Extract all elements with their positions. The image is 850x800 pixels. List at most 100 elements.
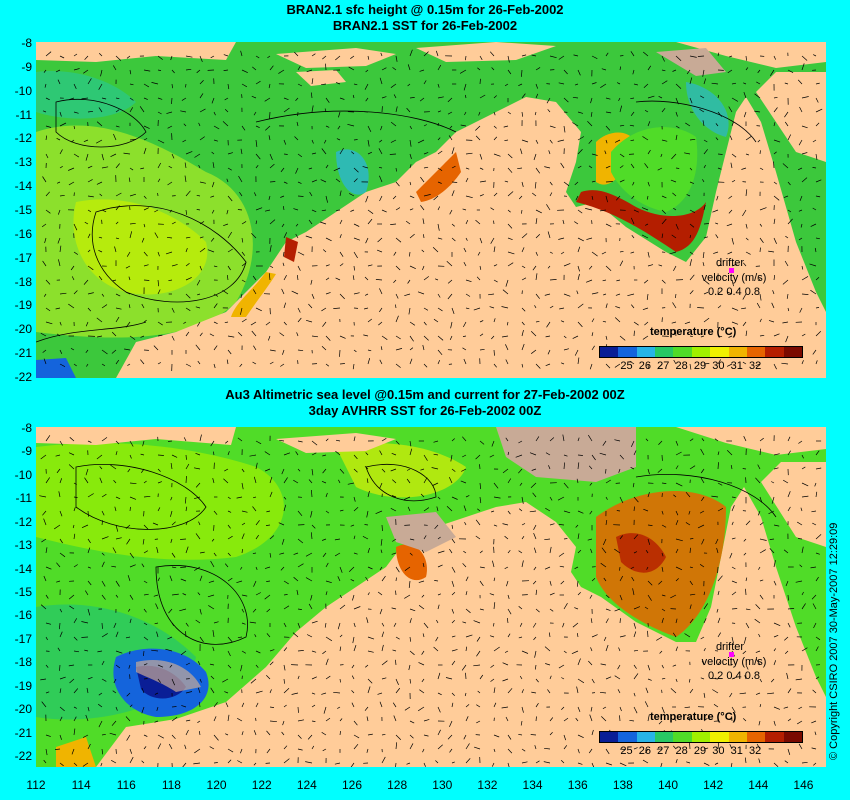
current-vector bbox=[212, 451, 215, 456]
current-vector bbox=[97, 335, 103, 338]
current-vector bbox=[171, 566, 177, 569]
current-vector bbox=[689, 55, 697, 58]
current-vector bbox=[815, 277, 820, 281]
current-vector bbox=[143, 524, 149, 530]
current-vector bbox=[686, 69, 691, 75]
current-vector bbox=[703, 692, 706, 698]
current-vector bbox=[297, 622, 301, 628]
current-vector bbox=[433, 195, 439, 201]
current-vector bbox=[493, 687, 496, 694]
current-vector bbox=[409, 552, 413, 556]
current-vector bbox=[87, 179, 93, 183]
current-vector bbox=[395, 348, 403, 351]
current-vector bbox=[605, 303, 608, 309]
current-vector bbox=[491, 67, 495, 71]
current-vector bbox=[269, 491, 273, 498]
current-vector bbox=[364, 293, 369, 296]
current-vector bbox=[675, 125, 680, 129]
current-vector bbox=[171, 552, 176, 558]
current-vector bbox=[703, 591, 706, 596]
current-vector bbox=[352, 594, 355, 601]
current-vector bbox=[409, 448, 413, 456]
current-vector bbox=[544, 566, 551, 570]
current-vector bbox=[534, 650, 537, 658]
current-vector bbox=[815, 467, 822, 470]
current-vector bbox=[310, 532, 313, 540]
current-vector bbox=[729, 552, 733, 559]
current-vector bbox=[81, 636, 89, 638]
current-vector bbox=[731, 676, 738, 680]
current-vector bbox=[311, 676, 317, 680]
current-vector bbox=[96, 181, 103, 185]
current-vector bbox=[521, 265, 526, 269]
current-vector bbox=[69, 97, 75, 100]
current-vector bbox=[199, 551, 205, 554]
current-vector bbox=[339, 566, 343, 573]
current-vector bbox=[199, 236, 204, 239]
current-vector bbox=[757, 510, 761, 516]
current-vector bbox=[185, 190, 191, 197]
current-vector bbox=[560, 362, 565, 365]
current-vector bbox=[297, 181, 302, 184]
current-vector bbox=[213, 762, 218, 764]
current-vector bbox=[266, 608, 271, 613]
current-vector bbox=[185, 521, 188, 526]
current-vector bbox=[54, 748, 61, 750]
current-vector bbox=[222, 289, 229, 295]
cape-york-land bbox=[761, 462, 826, 547]
current-vector bbox=[70, 265, 75, 271]
current-vector bbox=[283, 107, 290, 113]
current-vector bbox=[115, 580, 120, 587]
current-vector bbox=[773, 762, 779, 767]
current-vector bbox=[422, 218, 425, 225]
current-vector bbox=[379, 175, 383, 183]
current-vector bbox=[491, 335, 495, 340]
current-vector bbox=[185, 55, 193, 58]
current-vector bbox=[546, 97, 551, 104]
current-vector bbox=[673, 265, 677, 271]
current-vector bbox=[84, 649, 89, 652]
current-vector bbox=[577, 592, 581, 596]
current-vector bbox=[675, 440, 679, 446]
current-vector bbox=[782, 163, 789, 169]
current-vector bbox=[787, 69, 794, 74]
current-vector bbox=[157, 481, 163, 484]
current-vector bbox=[451, 165, 456, 169]
current-vector bbox=[282, 720, 285, 726]
current-vector bbox=[465, 495, 470, 498]
current-vector bbox=[423, 276, 430, 281]
current-vector bbox=[255, 125, 260, 129]
current-vector bbox=[493, 125, 497, 129]
current-vector bbox=[249, 621, 257, 624]
current-vector bbox=[141, 687, 145, 694]
current-vector bbox=[477, 690, 481, 694]
current-vector bbox=[311, 105, 314, 113]
x-tick-label: 122 bbox=[251, 778, 272, 792]
current-vector bbox=[451, 181, 458, 183]
current-vector bbox=[675, 167, 680, 169]
current-vector bbox=[409, 678, 412, 684]
current-vector bbox=[68, 303, 75, 309]
current-vector bbox=[255, 139, 258, 147]
current-vector bbox=[129, 97, 134, 101]
current-vector bbox=[784, 650, 789, 654]
current-vector bbox=[531, 192, 537, 197]
current-vector bbox=[56, 333, 61, 337]
current-vector bbox=[493, 646, 500, 652]
current-vector bbox=[577, 510, 584, 514]
current-vector bbox=[113, 622, 117, 629]
current-vector bbox=[297, 265, 301, 271]
current-vector bbox=[534, 305, 537, 309]
current-vector bbox=[672, 664, 677, 667]
current-vector bbox=[297, 510, 303, 517]
current-vector bbox=[129, 756, 134, 764]
current-vector bbox=[241, 468, 245, 473]
current-vector bbox=[726, 363, 733, 367]
current-vector bbox=[224, 468, 229, 472]
current-vector bbox=[798, 209, 803, 212]
current-vector bbox=[115, 359, 120, 365]
current-vector bbox=[702, 120, 705, 127]
current-vector bbox=[207, 594, 215, 598]
contour bbox=[92, 205, 247, 303]
current-vector bbox=[689, 566, 693, 569]
